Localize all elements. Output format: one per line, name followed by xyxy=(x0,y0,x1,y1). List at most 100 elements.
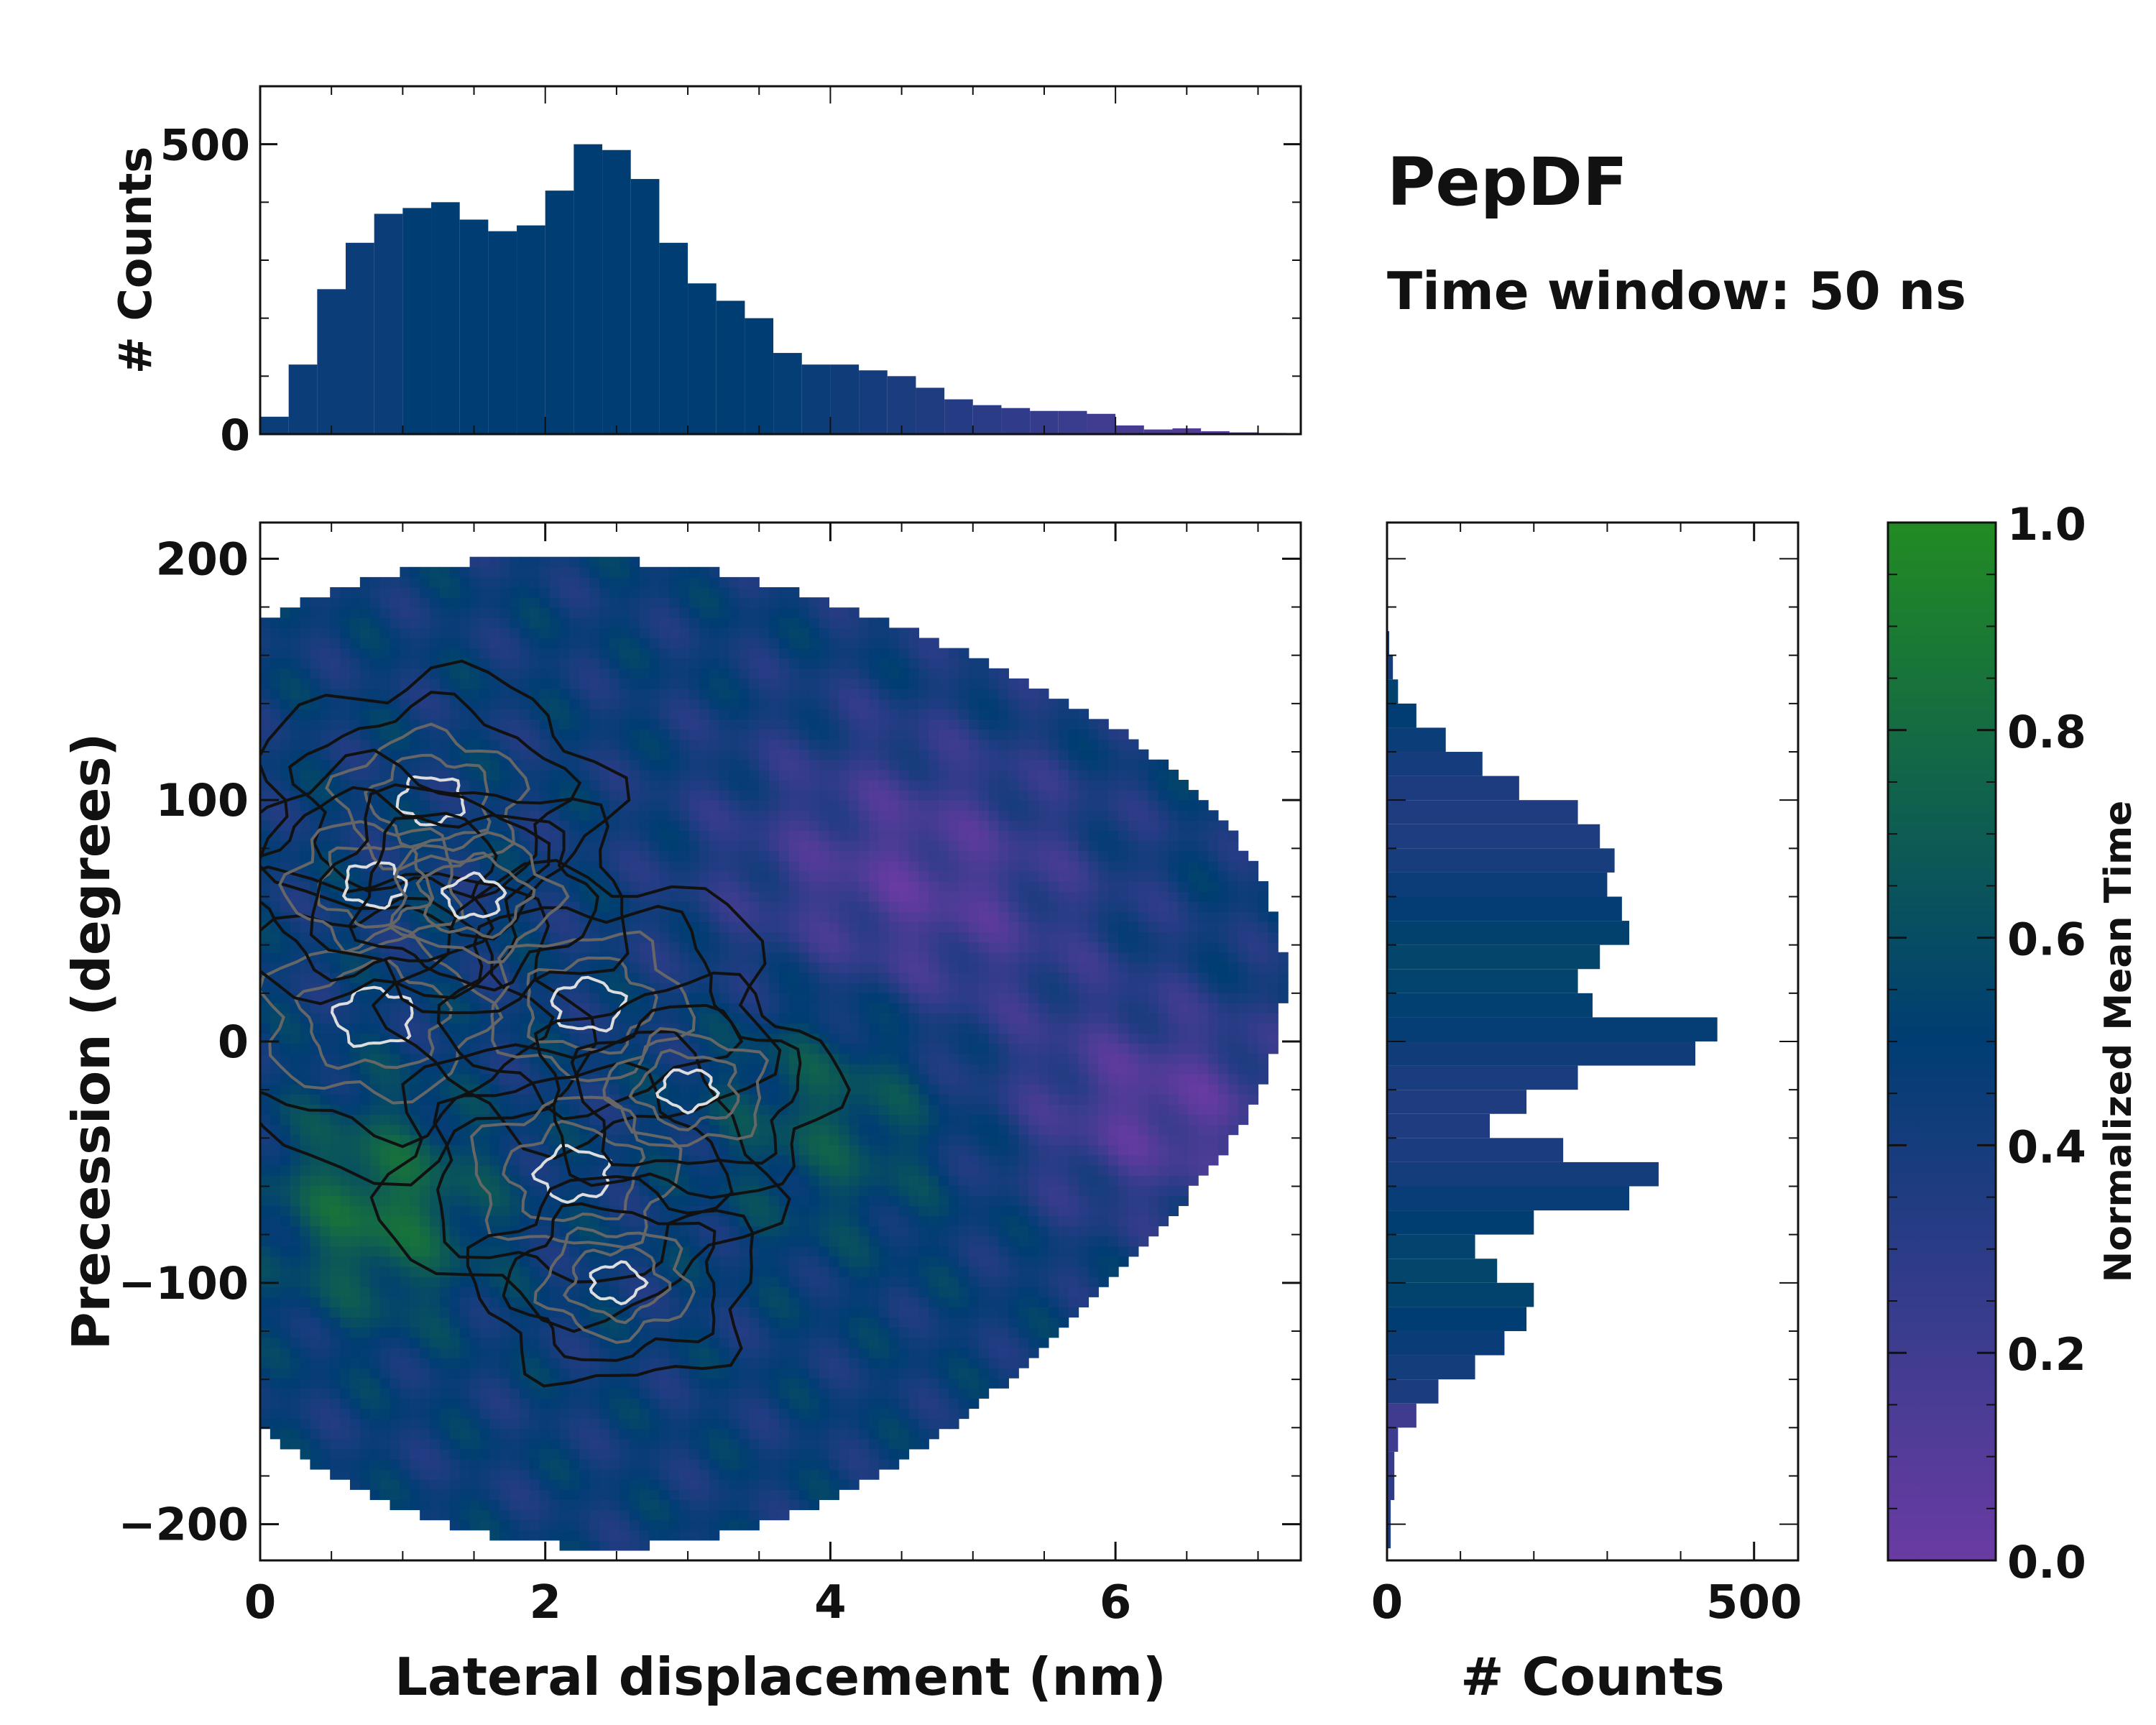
heatmap-cell xyxy=(300,1307,311,1318)
heatmap-cell xyxy=(729,942,740,953)
heatmap-cell xyxy=(459,668,471,679)
heatmap-cell xyxy=(320,911,331,923)
heatmap-cell xyxy=(709,729,720,740)
heatmap-cell xyxy=(479,1368,490,1379)
heatmap-cell xyxy=(340,597,351,608)
heatmap-cell xyxy=(280,830,291,842)
heatmap-cell xyxy=(779,597,790,608)
heatmap-cell xyxy=(629,840,640,852)
heatmap-cell xyxy=(779,1398,790,1409)
heatmap-cell xyxy=(439,1469,451,1480)
heatmap-cell xyxy=(559,1388,571,1399)
heatmap-cell xyxy=(769,1236,780,1247)
heatmap-cell xyxy=(569,1185,580,1196)
heatmap-cell xyxy=(359,870,371,882)
heatmap-cell xyxy=(719,1033,730,1044)
heatmap-cell xyxy=(529,1398,540,1409)
heatmap-cell xyxy=(719,678,730,689)
heatmap-cell xyxy=(400,1003,410,1013)
heatmap-cell xyxy=(300,1408,311,1420)
heatmap-cell xyxy=(369,678,381,689)
heatmap-cell xyxy=(659,1438,670,1450)
heatmap-cell xyxy=(569,1398,580,1409)
heatmap-cell xyxy=(779,911,790,923)
heatmap-cell xyxy=(379,759,391,770)
heatmap-cell xyxy=(349,1236,361,1247)
heatmap-cell xyxy=(510,576,520,588)
heatmap-cell xyxy=(479,1104,490,1116)
heatmap-cell xyxy=(709,830,720,842)
heatmap-cell xyxy=(340,952,351,963)
heatmap-cell xyxy=(469,586,481,598)
heatmap-cell xyxy=(729,952,740,963)
heatmap-cell xyxy=(719,800,730,811)
heatmap-cell xyxy=(629,1540,640,1551)
heatmap-cell xyxy=(749,891,760,902)
heatmap-cell xyxy=(499,1428,510,1440)
heatmap-cell xyxy=(639,769,650,781)
heatmap-cell xyxy=(579,1154,590,1166)
heatmap-cell xyxy=(280,638,291,649)
heatmap-cell xyxy=(439,1297,451,1307)
heatmap-cell xyxy=(779,921,790,933)
heatmap-cell xyxy=(549,790,561,801)
heatmap-cell xyxy=(779,586,790,598)
heatmap-cell xyxy=(359,1479,371,1490)
heatmap-cell xyxy=(320,678,331,689)
heatmap-cell xyxy=(469,1428,481,1440)
heatmap-cell xyxy=(739,709,750,719)
heatmap-cell xyxy=(300,617,311,629)
heatmap-cell xyxy=(359,1357,371,1368)
heatmap-cell xyxy=(359,1408,371,1420)
heatmap-cell xyxy=(769,719,780,730)
heatmap-cell xyxy=(300,1287,311,1297)
heatmap-cell xyxy=(639,911,650,923)
heatmap-cell xyxy=(280,1408,291,1420)
heatmap-cell xyxy=(489,1408,500,1420)
heatmap-cell xyxy=(290,891,301,902)
heatmap-cell xyxy=(679,1408,690,1420)
heatmap-cell xyxy=(759,820,770,832)
heatmap-cell xyxy=(290,840,301,852)
heatmap-cell xyxy=(479,576,490,588)
heatmap-cell xyxy=(699,1347,710,1358)
heatmap-cell xyxy=(449,739,461,750)
heatmap-cell xyxy=(739,1114,750,1126)
heatmap-cell xyxy=(310,648,321,659)
heatmap-cell xyxy=(749,830,760,842)
heatmap-cell xyxy=(310,597,321,608)
heatmap-cell xyxy=(619,1287,630,1297)
heatmap-cell xyxy=(420,1124,430,1136)
heatmap-cell xyxy=(719,1246,730,1257)
heatmap-cell xyxy=(260,1063,271,1075)
heatmap-cell xyxy=(729,1519,740,1531)
heatmap-cell xyxy=(699,1408,710,1420)
heatmap-cell xyxy=(260,1154,271,1166)
heatmap-cell xyxy=(270,1428,281,1440)
heatmap-cell xyxy=(260,1297,271,1307)
heatmap-cell xyxy=(759,993,770,1003)
heatmap-cell xyxy=(260,1347,271,1358)
heatmap-cell xyxy=(669,1509,680,1521)
heatmap-cell xyxy=(489,1398,500,1409)
heatmap-cell xyxy=(739,860,750,872)
heatmap-cell xyxy=(479,678,490,689)
heatmap-cell xyxy=(769,739,780,750)
heatmap-cell xyxy=(340,607,351,618)
heatmap-cell xyxy=(769,790,780,801)
heatmap-cell xyxy=(330,1307,341,1318)
heatmap-cell xyxy=(469,1458,481,1470)
heatmap-cell xyxy=(439,1195,451,1206)
heatmap-cell xyxy=(549,1479,561,1490)
heatmap-cell xyxy=(769,597,780,608)
heatmap-cell xyxy=(539,1246,550,1257)
heatmap-cell xyxy=(430,1448,441,1460)
heatmap-cell xyxy=(359,1063,371,1075)
heatmap-cell xyxy=(579,942,590,953)
heatmap-cell xyxy=(430,739,441,750)
heatmap-cell xyxy=(330,1215,341,1227)
heatmap-cell xyxy=(359,1297,371,1307)
heatmap-cell xyxy=(589,638,600,649)
heatmap-cell xyxy=(260,1225,271,1237)
heatmap-cell xyxy=(320,1144,331,1156)
